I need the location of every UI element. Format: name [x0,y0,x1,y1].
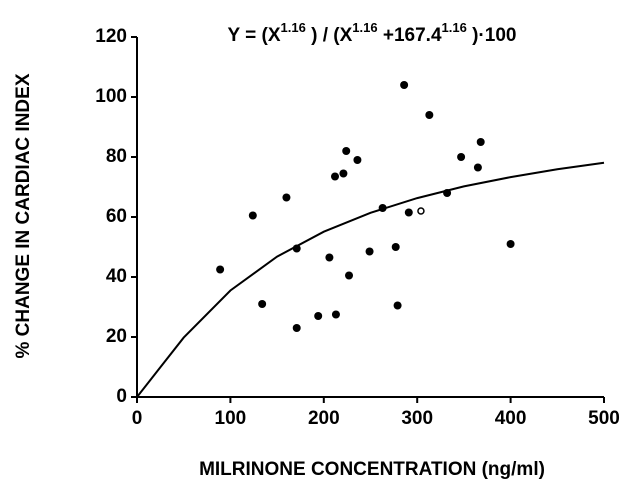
data-point [365,247,374,256]
data-point [443,189,452,197]
y-tick-label: 0 [116,386,127,407]
y-tick-label: 100 [95,86,127,107]
title-superscript: 1.16 [442,20,467,35]
data-point [258,300,267,308]
data-point [331,172,340,181]
x-tick-label: 100 [215,408,247,429]
data-point [506,240,515,248]
data-point [476,138,485,146]
x-tick-label: 200 [308,408,340,429]
data-point [425,111,434,119]
x-tick-label: 0 [132,408,143,429]
data-point [292,324,301,332]
data-point [282,193,291,202]
data-point [378,204,387,212]
data-point [404,208,413,217]
y-tick-label: 20 [106,326,127,347]
data-point [325,253,334,262]
data-point [248,211,257,220]
fit-curve [136,161,605,398]
x-tick-label: 400 [495,408,527,429]
chart-title: Y = (X1.16 ) / (X1.16 +167.41.16 )·100 [228,20,517,46]
y-tick-label: 80 [106,146,127,167]
title-text: )·100 [467,25,517,46]
y-tick-label: 40 [106,266,127,287]
data-point [391,243,400,251]
data-point [345,271,354,280]
data-point [342,147,351,155]
data-point [353,156,362,164]
y-tick-label: 60 [106,206,127,227]
title-text: +167.4 [378,25,442,46]
data-point [216,265,225,274]
open-point [417,207,425,215]
x-tick-label: 300 [401,408,433,429]
data-point [331,310,340,319]
y-tick-label: 120 [95,26,127,47]
title-superscript: 1.16 [281,20,306,35]
title-superscript: 1.16 [352,20,377,35]
title-text: ) / (X [306,25,353,46]
x-tick-label: 500 [588,408,620,429]
y-axis-title: % CHANGE IN CARDIAC INDEX [13,73,34,358]
data-point [292,244,301,253]
data-point [457,153,466,161]
title-text: Y = (X [228,25,281,46]
data-point [393,301,402,310]
x-axis-title: MILRINONE CONCENTRATION (ng/ml) [199,459,545,480]
data-point [400,81,409,89]
data-point [339,169,348,178]
data-point [314,312,323,320]
data-point [473,163,482,172]
